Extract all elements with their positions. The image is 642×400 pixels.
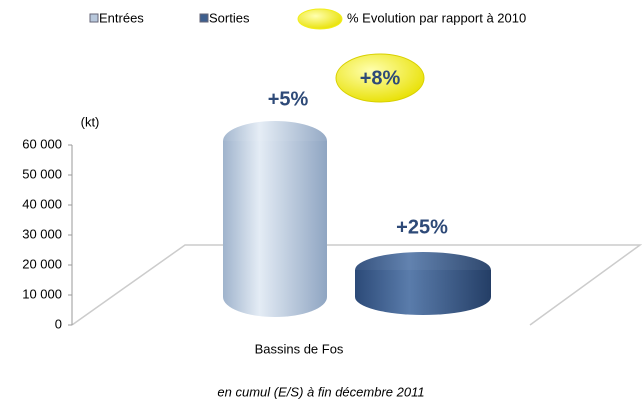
y-tick-label: 60 000 (22, 136, 62, 151)
annotation: +8% (360, 67, 401, 89)
floor (71, 244, 642, 326)
x-tick-label: Bassins de Fos (255, 341, 344, 356)
footnote: en cumul (E/S) à fin décembre 2011 (217, 384, 424, 399)
legend-swatch (199, 13, 209, 23)
legend-swatch (89, 13, 99, 23)
bar-top (223, 121, 327, 161)
bar (355, 252, 491, 315)
bar-body (223, 141, 327, 317)
y-tick-label: 40 000 (22, 196, 62, 211)
legend-label: % Evolution par rapport à 2010 (347, 10, 526, 25)
y-tick-label: 0 (55, 316, 62, 331)
evolution-bubble (335, 53, 425, 103)
y-tick-label: 20 000 (22, 256, 62, 271)
bar-top (355, 252, 491, 288)
y-axis-label: (kt) (81, 114, 100, 129)
annotation: +25% (396, 216, 448, 238)
bar (223, 121, 327, 317)
y-tick-label: 30 000 (22, 226, 62, 241)
y-tick-label: 50 000 (22, 166, 62, 181)
legend-swatch (297, 8, 343, 30)
legend-label: Entrées (99, 10, 144, 25)
legend-label: Sorties (209, 10, 250, 25)
annotation: +5% (268, 88, 309, 110)
y-tick-label: 10 000 (22, 286, 62, 301)
